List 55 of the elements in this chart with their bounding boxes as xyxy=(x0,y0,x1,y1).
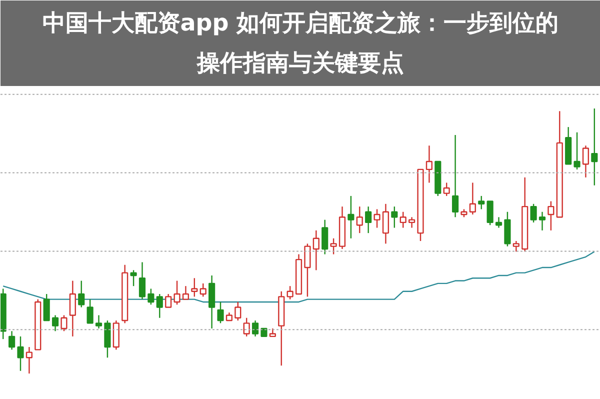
candlestick xyxy=(191,278,198,298)
candlestick xyxy=(304,243,311,298)
candlestick xyxy=(548,200,554,232)
candlestick xyxy=(138,262,146,300)
candlestick xyxy=(8,330,16,350)
candlestick xyxy=(330,238,337,255)
candlestick xyxy=(478,195,485,210)
candlestick xyxy=(348,195,354,239)
candlestick xyxy=(174,280,180,306)
candlestick xyxy=(95,314,102,330)
candlestick xyxy=(382,203,390,244)
candlestick xyxy=(17,336,24,372)
candlestick xyxy=(148,288,154,306)
candlestick xyxy=(78,280,85,308)
candlestick xyxy=(200,282,206,298)
candlestick xyxy=(486,200,494,226)
candlestick xyxy=(391,206,398,228)
candlestick xyxy=(504,211,511,247)
candlestick xyxy=(112,320,120,350)
candlestick xyxy=(252,320,259,338)
candlestick xyxy=(538,211,546,232)
candlestick xyxy=(312,230,320,271)
candlestick xyxy=(208,274,216,330)
candlestick xyxy=(495,216,502,228)
candlestick xyxy=(104,320,111,358)
candlestick xyxy=(356,206,363,234)
candlestick xyxy=(43,293,50,322)
candlestick xyxy=(443,182,450,197)
candlestick xyxy=(182,285,190,300)
candlestick xyxy=(574,132,580,170)
candlestick xyxy=(591,108,598,186)
candlestick xyxy=(408,216,416,228)
candlestick xyxy=(130,270,137,287)
candlestick xyxy=(234,301,242,322)
candlestick xyxy=(243,317,250,338)
candlestick xyxy=(322,219,328,255)
candlestick xyxy=(156,293,163,318)
candlestick xyxy=(512,240,520,252)
candlestick xyxy=(165,293,172,308)
candlestick xyxy=(86,298,94,324)
candlestick xyxy=(52,314,59,332)
candlestick xyxy=(469,182,476,216)
candlestick xyxy=(400,211,406,228)
candlestick xyxy=(374,208,380,228)
candlestick xyxy=(26,346,32,374)
candlestick xyxy=(60,314,68,332)
candlestick xyxy=(286,285,294,300)
candlestick xyxy=(426,145,432,184)
chart-title: 中国十大配资app 如何开启配资之旅：一步到位的操作指南与关键要点 xyxy=(42,10,559,76)
candlestick xyxy=(530,203,537,224)
candlestick xyxy=(582,145,590,178)
candlestick xyxy=(365,206,372,234)
candlestick xyxy=(452,134,459,218)
candlestick xyxy=(217,301,224,324)
candlestick xyxy=(69,280,76,338)
